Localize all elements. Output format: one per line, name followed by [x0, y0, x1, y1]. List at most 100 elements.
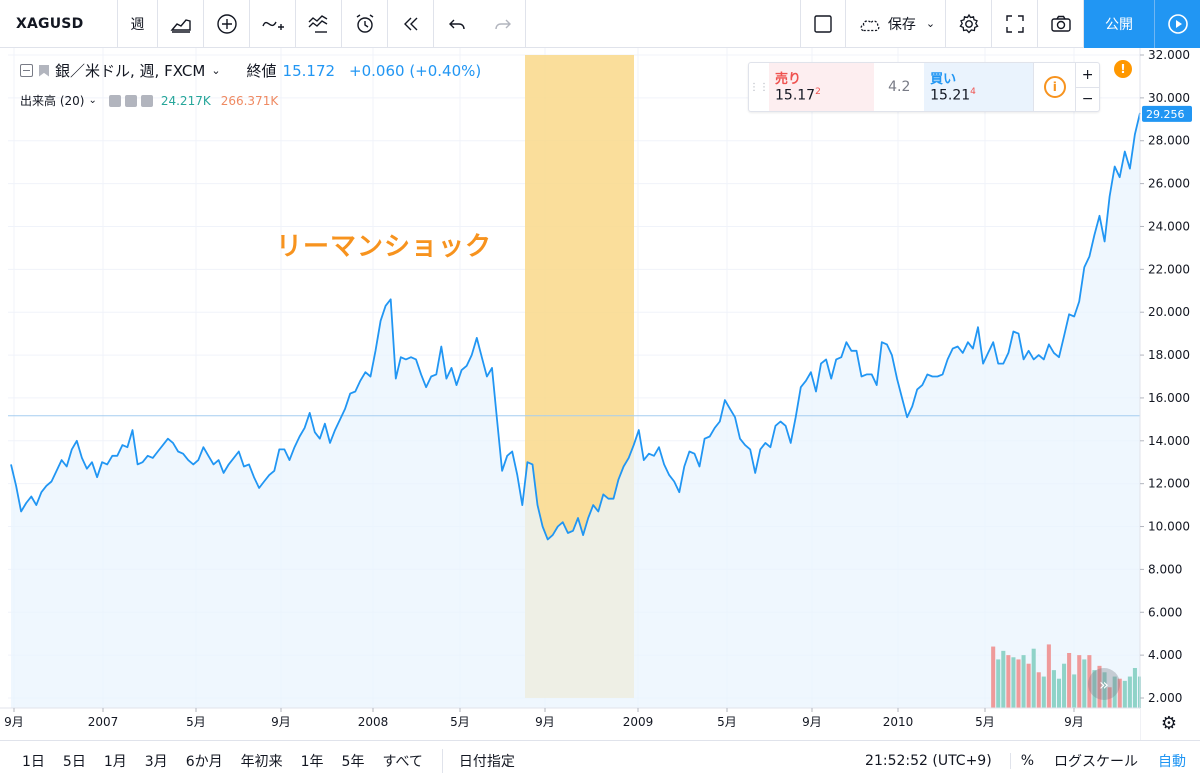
price-line [10, 112, 1141, 541]
warning-icon[interactable]: ! [1114, 60, 1132, 78]
symbol-search-button[interactable]: XAGUSD [0, 0, 118, 48]
volume-bar [1092, 670, 1097, 708]
log-scale-toggle[interactable]: ログスケール [1054, 754, 1138, 770]
drag-handle-icon[interactable]: ⋮⋮ [749, 81, 769, 93]
volume-bar [1006, 655, 1011, 708]
save-button[interactable]: 保存 ⌄ [846, 0, 946, 48]
volume-bar [1067, 652, 1072, 708]
layout-button[interactable] [800, 0, 846, 48]
volume-bar [1112, 676, 1117, 708]
indicators-button[interactable] [250, 0, 296, 48]
volume-bar [1016, 659, 1021, 708]
chevron-down-icon[interactable]: ⌄ [211, 64, 221, 77]
plus-button[interactable]: + [1076, 63, 1099, 88]
volume-bar [1031, 648, 1036, 708]
time-tick-label: 9月 [271, 715, 291, 729]
volume-bar [1107, 687, 1112, 708]
chevron-down-icon: ⌄ [925, 17, 936, 30]
fullscreen-button[interactable] [992, 0, 1038, 48]
replay-button[interactable] [388, 0, 434, 48]
play-button[interactable] [1154, 0, 1200, 48]
flag-icon[interactable] [39, 64, 49, 77]
volume-bar [1117, 678, 1122, 708]
price-change: +0.060 (+0.40%) [349, 61, 482, 80]
volume-bar [996, 659, 1001, 708]
percent-scale-toggle[interactable]: % [1009, 753, 1044, 769]
close-icon[interactable] [140, 94, 153, 107]
collapse-icon[interactable] [20, 64, 33, 77]
price-tick-label: 6.000 [1148, 605, 1182, 619]
volume-bar [1021, 655, 1026, 708]
chart-style-button[interactable] [158, 0, 204, 48]
lehman-annotation: リーマンショック [276, 232, 493, 262]
settings-button[interactable] [946, 0, 992, 48]
double-chevron-right-icon: » [1099, 674, 1109, 694]
indicator-icon [261, 21, 284, 30]
last-price-tag [1142, 105, 1192, 122]
order-panel: ⋮⋮ 売り 15.172 4.2 買い 15.214 i + − [748, 62, 1100, 112]
spread-value: 4.2 [888, 79, 911, 95]
publish-button[interactable]: 公開 [1084, 0, 1154, 48]
buy-button[interactable]: 買い 15.214 [924, 63, 1034, 111]
price-tick-label: 14.000 [1148, 434, 1190, 448]
volume-bar [1097, 665, 1102, 708]
area-chart-icon [170, 18, 191, 33]
price-tick-label: 2.000 [1148, 691, 1182, 705]
volume-bar [1132, 667, 1137, 708]
time-tick-label: 9月 [535, 715, 555, 729]
alert-button[interactable] [342, 0, 388, 48]
plus-circle-icon [216, 13, 237, 34]
time-tick-label: 9月 [1064, 715, 1084, 729]
volume-bar [1077, 655, 1082, 708]
scroll-to-latest-button[interactable]: » [1088, 668, 1120, 700]
range-button[interactable]: 1年 [300, 753, 324, 770]
undo-button[interactable] [434, 0, 480, 48]
range-button[interactable]: 5日 [62, 753, 86, 770]
auto-scale-toggle[interactable]: 自動 [1158, 754, 1186, 770]
range-button[interactable]: 6か月 [185, 753, 223, 770]
time-tick-label: 2008 [358, 715, 389, 729]
time-tick-label: 5月 [186, 715, 206, 729]
range-button[interactable]: すべて [382, 753, 423, 770]
chevron-down-icon[interactable]: ⌄ [88, 95, 97, 106]
range-button[interactable]: 年初来 [240, 753, 283, 770]
series-description[interactable]: 銀／米ドル, 週, FXCM [55, 62, 206, 80]
price-tick-label: 24.000 [1148, 219, 1190, 233]
price-tick-label: 10.000 [1148, 520, 1190, 534]
compare-button[interactable] [204, 0, 250, 48]
alarm-clock-icon [356, 13, 373, 33]
last-price-label: 29.256 [1146, 108, 1185, 121]
time-tick-label: 9月 [802, 715, 822, 729]
volume-label[interactable]: 出来高 (20) [20, 94, 85, 108]
undo-icon [449, 19, 465, 29]
gear-icon[interactable] [124, 94, 137, 107]
top-toolbar: XAGUSD 週 保存 ⌄ 公開 [0, 0, 1200, 48]
chart-area[interactable]: 32.000 30.000 28.000 26.000 24.000 22.000 20.0… [0, 48, 1200, 740]
info-button[interactable]: i [1033, 63, 1075, 111]
volume-bar [991, 646, 996, 708]
sell-button[interactable]: 売り 15.172 [769, 63, 875, 111]
price-tick-label: 30.000 [1148, 91, 1190, 105]
clock[interactable]: 21:52:52 (UTC+9) [865, 753, 992, 769]
gear-icon [958, 13, 979, 33]
volume-bar [1036, 672, 1041, 708]
snapshot-button[interactable] [1038, 0, 1084, 48]
eye-icon[interactable] [108, 94, 121, 107]
sell-price: 15.172 [775, 87, 821, 104]
price-chart[interactable]: 32.000 30.000 28.000 26.000 24.000 22.000 20.0… [0, 48, 1200, 740]
minus-button[interactable]: − [1081, 91, 1094, 108]
cloud-icon [860, 19, 880, 31]
templates-button[interactable] [296, 0, 342, 48]
redo-button[interactable] [480, 0, 526, 48]
range-button[interactable]: 1日 [22, 753, 45, 770]
range-button[interactable]: 1月 [103, 753, 127, 770]
range-button[interactable]: 5年 [341, 753, 365, 770]
interval-button[interactable]: 週 [118, 0, 158, 48]
goto-date-button[interactable]: 日付指定 [458, 753, 515, 770]
scale-settings-icon[interactable]: ⚙ [1160, 712, 1178, 734]
bottom-right-controls: 21:52:52 (UTC+9) % ログスケール 自動 [865, 741, 1200, 781]
toolbar-spacer [526, 0, 800, 48]
price-tick-label: 20.000 [1148, 305, 1190, 319]
range-button[interactable]: 3月 [144, 753, 168, 770]
time-tick-label: 5月 [717, 715, 737, 729]
